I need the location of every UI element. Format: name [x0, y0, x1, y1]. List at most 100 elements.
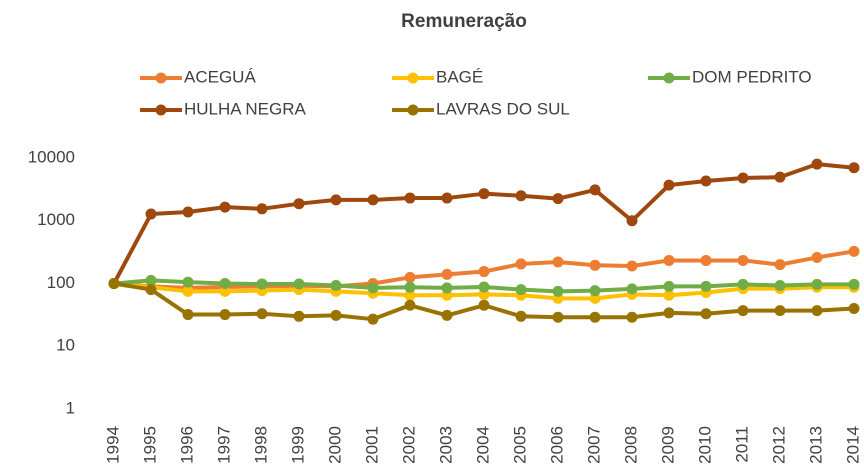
data-point [552, 311, 564, 323]
data-point [367, 194, 379, 206]
data-point [293, 198, 305, 210]
chart-title: Remuneração [401, 11, 527, 32]
data-point [626, 260, 638, 272]
data-point [145, 208, 157, 220]
data-point [589, 311, 601, 323]
x-tick-label: 1999 [288, 426, 307, 464]
x-tick-label: 2014 [843, 426, 862, 464]
data-point [404, 271, 416, 283]
data-point [145, 274, 157, 286]
data-point [811, 251, 823, 263]
legend-marker [155, 104, 167, 116]
x-tick-label: 1994 [103, 426, 122, 464]
data-point [145, 284, 157, 296]
data-point [700, 308, 712, 320]
data-point [589, 184, 601, 196]
data-point [515, 190, 527, 202]
legend-label: DOM PEDRITO [692, 67, 812, 86]
data-point [811, 158, 823, 170]
y-tick-label: 1000 [37, 210, 75, 229]
data-point [330, 194, 342, 206]
data-point [404, 289, 416, 301]
data-point [552, 193, 564, 205]
data-point [663, 307, 675, 319]
data-point [774, 305, 786, 317]
data-point [663, 280, 675, 292]
x-tick-label: 2003 [436, 426, 455, 464]
data-point [219, 278, 231, 289]
data-point [367, 282, 379, 294]
x-tick-label: 1997 [214, 426, 233, 464]
x-tick-label: 1996 [177, 426, 196, 464]
data-point [515, 310, 527, 322]
data-point [811, 278, 823, 290]
data-point [774, 279, 786, 291]
legend-marker [155, 72, 167, 84]
data-point [293, 310, 305, 322]
data-point [441, 268, 453, 280]
data-point [626, 215, 638, 227]
data-point [737, 278, 749, 290]
legend-marker [407, 104, 419, 116]
x-tick-label: 2013 [806, 426, 825, 464]
legend-label: HULHA NEGRA [184, 99, 307, 118]
data-point [219, 201, 231, 213]
data-point [700, 254, 712, 266]
data-point [256, 278, 268, 290]
x-tick-label: 2011 [732, 426, 751, 463]
x-tick-label: 2005 [510, 426, 529, 464]
legend-label: LAVRAS DO SUL [436, 99, 570, 118]
data-point [848, 278, 860, 290]
data-point [663, 179, 675, 191]
data-point [182, 206, 194, 218]
x-tick-label: 2001 [362, 426, 381, 464]
data-point [552, 256, 564, 268]
y-tick-label: 100 [47, 273, 75, 292]
data-point [367, 313, 379, 325]
data-point [441, 192, 453, 204]
x-tick-label: 1998 [251, 426, 270, 464]
y-tick-label: 10000 [28, 147, 75, 166]
data-point [293, 278, 305, 290]
data-point [256, 308, 268, 320]
legend-label: BAGÉ [436, 67, 483, 86]
data-point [478, 299, 490, 311]
data-point [589, 285, 601, 297]
data-point [700, 175, 712, 187]
x-tick-label: 2000 [325, 426, 344, 464]
data-point [330, 279, 342, 291]
data-point [404, 299, 416, 311]
data-point [182, 309, 194, 321]
data-point [256, 203, 268, 215]
data-point [626, 283, 638, 295]
data-point [774, 171, 786, 183]
data-point [626, 311, 638, 323]
data-point [663, 254, 675, 266]
x-tick-label: 2002 [399, 426, 418, 464]
data-point [774, 259, 786, 271]
x-tick-label: 1995 [140, 426, 159, 464]
data-point [478, 281, 490, 293]
x-tick-label: 2012 [769, 426, 788, 464]
data-point [108, 278, 120, 289]
data-point [404, 192, 416, 204]
data-point [811, 305, 823, 317]
data-point [848, 302, 860, 314]
legend-marker [663, 72, 675, 84]
data-point [700, 280, 712, 292]
data-point [441, 309, 453, 321]
data-point [848, 245, 860, 257]
y-tick-label: 10 [56, 336, 75, 355]
x-tick-label: 2007 [584, 426, 603, 464]
data-point [848, 162, 860, 174]
data-point [219, 285, 231, 297]
data-point [330, 309, 342, 321]
data-point [478, 266, 490, 278]
data-point [737, 172, 749, 184]
data-point [182, 285, 194, 297]
legend-label: ACEGUÁ [184, 67, 256, 86]
data-point [219, 309, 231, 321]
data-point [404, 281, 416, 293]
data-point [663, 289, 675, 301]
data-point [589, 292, 601, 304]
